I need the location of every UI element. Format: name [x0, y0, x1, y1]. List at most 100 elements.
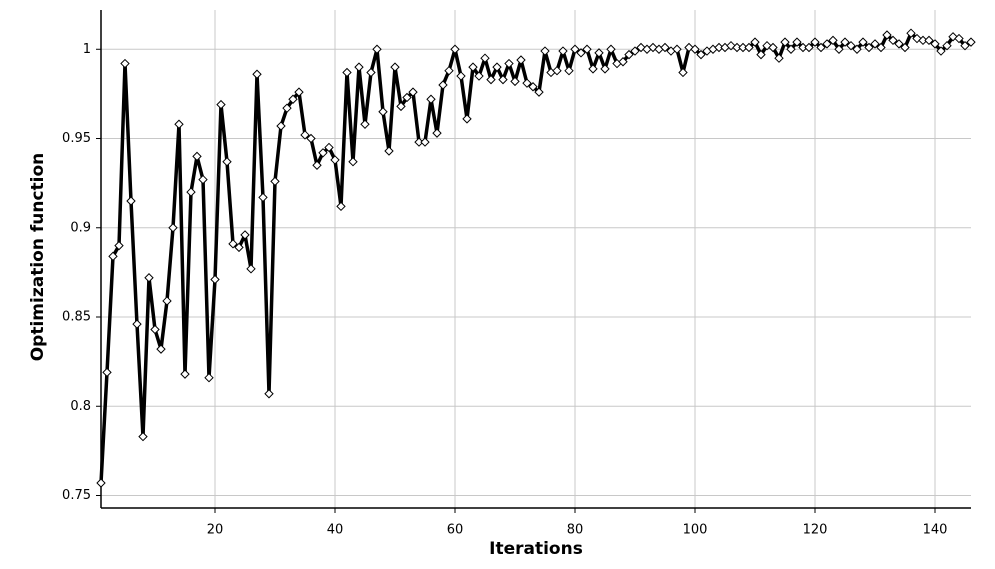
data-marker — [594, 48, 604, 58]
data-marker — [192, 151, 202, 162]
data-marker — [246, 264, 256, 274]
data-marker — [522, 78, 532, 88]
data-marker — [540, 46, 550, 56]
data-marker — [924, 35, 934, 46]
data-marker — [102, 367, 112, 378]
data-marker — [372, 44, 382, 54]
x-tick-label: 100 — [683, 523, 708, 538]
data-marker — [174, 119, 184, 129]
data-marker — [378, 107, 388, 117]
data-marker — [750, 37, 760, 47]
data-marker — [684, 42, 694, 53]
data-marker — [630, 46, 640, 56]
data-marker — [468, 62, 478, 72]
data-marker — [888, 35, 898, 46]
data-marker — [198, 174, 208, 185]
data-marker — [966, 37, 976, 47]
data-marker — [828, 35, 838, 46]
data-marker — [618, 57, 628, 67]
data-marker — [432, 128, 442, 138]
data-marker — [930, 39, 940, 49]
data-marker — [906, 28, 916, 38]
data-marker — [474, 71, 484, 81]
data-marker — [138, 431, 148, 442]
x-tick-label: 140 — [923, 523, 948, 538]
data-marker — [132, 319, 142, 329]
data-marker — [582, 44, 592, 54]
data-marker — [552, 65, 562, 76]
data-marker — [426, 94, 436, 104]
data-marker — [744, 42, 754, 53]
y-axis-label: Optimization function — [28, 153, 48, 362]
data-marker — [810, 37, 820, 47]
y-tick-label: 0.85 — [62, 310, 91, 325]
data-marker — [120, 58, 130, 69]
data-marker — [330, 155, 340, 165]
data-marker — [480, 53, 490, 63]
data-marker — [486, 74, 496, 85]
data-marker — [786, 44, 796, 54]
data-marker — [408, 87, 418, 97]
data-marker — [252, 69, 262, 79]
data-marker — [210, 274, 220, 285]
data-marker — [588, 64, 598, 74]
data-marker — [768, 42, 778, 53]
data-marker — [108, 251, 118, 262]
data-marker — [948, 32, 958, 42]
data-marker — [336, 201, 346, 212]
data-marker — [312, 160, 322, 170]
data-marker — [936, 46, 946, 56]
data-marker — [342, 67, 352, 78]
data-marker — [180, 369, 190, 379]
data-marker — [882, 30, 892, 40]
x-tick-label: 40 — [327, 523, 344, 538]
data-marker — [822, 39, 832, 49]
data-marker — [162, 296, 172, 306]
data-marker — [858, 37, 868, 47]
data-marker — [366, 67, 376, 78]
data-marker — [222, 157, 232, 167]
data-marker — [600, 64, 610, 74]
data-marker — [276, 121, 286, 131]
data-marker — [156, 344, 166, 354]
data-marker — [264, 389, 274, 399]
x-axis-label: Iterations — [489, 539, 583, 559]
data-marker — [300, 130, 310, 140]
data-marker — [384, 146, 394, 156]
data-marker — [420, 137, 430, 147]
data-marker — [840, 37, 850, 47]
data-marker — [258, 192, 268, 203]
data-marker — [204, 372, 214, 383]
x-tick-label: 20 — [207, 523, 224, 538]
data-marker — [690, 44, 700, 54]
data-marker — [234, 242, 244, 253]
data-marker — [360, 119, 370, 129]
data-marker — [876, 42, 886, 53]
data-marker — [792, 37, 802, 47]
x-tick-label: 80 — [567, 523, 584, 538]
data-marker — [504, 58, 514, 69]
data-marker — [834, 44, 844, 54]
data-marker — [576, 48, 586, 58]
x-tick-label: 60 — [447, 523, 464, 538]
data-marker — [816, 42, 826, 53]
data-marker — [804, 42, 814, 53]
data-marker — [900, 42, 910, 53]
data-marker — [696, 49, 706, 60]
data-marker — [438, 80, 448, 90]
data-marker — [660, 42, 670, 53]
data-marker — [870, 39, 880, 49]
data-marker — [606, 44, 616, 54]
data-marker — [186, 187, 196, 197]
data-marker — [894, 39, 904, 49]
y-tick-label: 0.75 — [62, 488, 91, 503]
data-marker — [144, 273, 154, 283]
data-marker — [942, 40, 952, 51]
data-marker — [954, 33, 964, 44]
data-marker — [624, 49, 634, 60]
x-tick-label: 120 — [803, 523, 828, 538]
data-marker — [492, 62, 502, 72]
data-marker — [450, 44, 460, 54]
data-marker — [558, 46, 568, 56]
